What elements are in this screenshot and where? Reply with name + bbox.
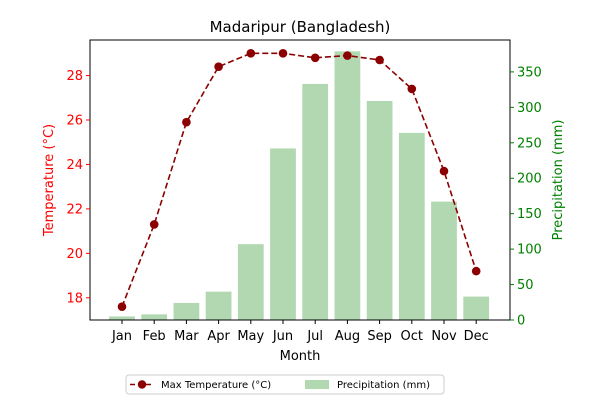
temperature-point-apr — [214, 62, 223, 71]
left-y-tick-label: 18 — [66, 291, 83, 306]
left-y-tick-label: 24 — [66, 158, 83, 173]
temperature-point-may — [246, 49, 256, 58]
precipitation-bar-dec — [463, 296, 490, 320]
x-tick-label: Apr — [207, 329, 230, 344]
temperature-point-feb — [149, 220, 159, 229]
x-axis-label: Month — [280, 349, 321, 364]
x-tick-label: Aug — [335, 329, 360, 344]
legend: Max Temperature (°C) Precipitation (mm) — [125, 374, 445, 395]
temperature-point-jun — [278, 49, 288, 58]
legend-frame — [125, 374, 445, 395]
x-tick-label: Nov — [431, 329, 457, 344]
legend-bar-swatch — [305, 380, 329, 389]
x-tick-label: Mar — [174, 329, 199, 344]
precipitation-bar-mar — [173, 302, 200, 320]
right-axis-label: Precipitation (mm) — [551, 120, 566, 241]
x-tick-label: Feb — [143, 329, 166, 344]
temperature-point-dec — [471, 266, 481, 276]
right-y-tick-label: 150 — [517, 207, 542, 222]
precipitation-bar-sep — [366, 100, 393, 320]
legend-line-marker — [137, 380, 147, 389]
right-y-tick-label: 0 — [517, 314, 525, 329]
x-tick-label: Jun — [272, 329, 293, 344]
x-axis: Jan Feb Mar Apr May Jun Jul Aug Sep Oct Nov Dec — [111, 320, 489, 344]
legend-label-precipitation: Precipitation (mm) — [337, 380, 430, 391]
x-tick-label: Sep — [367, 329, 392, 344]
legend-label-temperature: Max Temperature (°C) — [161, 380, 271, 391]
right-y-tick-label: 200 — [517, 172, 542, 187]
precipitation-bar-oct — [398, 132, 425, 320]
temperature-line-layer — [117, 49, 481, 311]
left-y-tick-label: 22 — [66, 202, 83, 217]
precipitation-bar-aug — [334, 51, 361, 321]
temperature-point-oct — [407, 84, 417, 94]
temperature-point-jul — [310, 53, 320, 63]
precipitation-bar-jul — [302, 83, 329, 320]
x-tick-label: May — [237, 329, 264, 344]
precipitation-bar-apr — [205, 291, 232, 320]
left-axis-label: Temperature (°C) — [42, 124, 57, 237]
precipitation-bar-may — [237, 244, 264, 320]
left-y-tick-label: 20 — [66, 247, 83, 262]
temperature-point-mar — [182, 117, 191, 127]
temperature-point-sep — [375, 55, 384, 65]
right-y-axis: 0 50 100 150 200 250 300 350 — [510, 65, 542, 329]
right-y-tick-label: 350 — [517, 65, 542, 80]
x-tick-label: Oct — [401, 329, 423, 344]
chart-title: Madaripur (Bangladesh) — [210, 18, 391, 36]
temperature-point-nov — [439, 166, 449, 176]
precipitation-bar-feb — [141, 314, 168, 320]
plot-frame — [89, 39, 511, 321]
precipitation-bar-jan — [109, 316, 135, 320]
left-y-tick-label: 26 — [66, 114, 83, 129]
left-y-axis: 18 20 22 24 26 28 — [66, 69, 90, 306]
temperature-point-jan — [117, 302, 127, 311]
precipitation-bar-nov — [431, 201, 457, 320]
right-y-tick-label: 50 — [517, 278, 534, 293]
x-tick-label: Jul — [306, 329, 323, 344]
temperature-point-aug — [343, 51, 352, 60]
x-tick-label: Dec — [464, 329, 489, 344]
precipitation-bar-jun — [270, 148, 296, 320]
precipitation-bars — [109, 51, 490, 321]
x-tick-label: Jan — [111, 329, 132, 344]
left-y-tick-label: 28 — [66, 69, 83, 84]
right-y-tick-label: 250 — [517, 136, 542, 151]
temperature-line — [121, 52, 477, 307]
right-y-tick-label: 100 — [517, 243, 542, 258]
right-y-tick-label: 300 — [517, 101, 542, 116]
